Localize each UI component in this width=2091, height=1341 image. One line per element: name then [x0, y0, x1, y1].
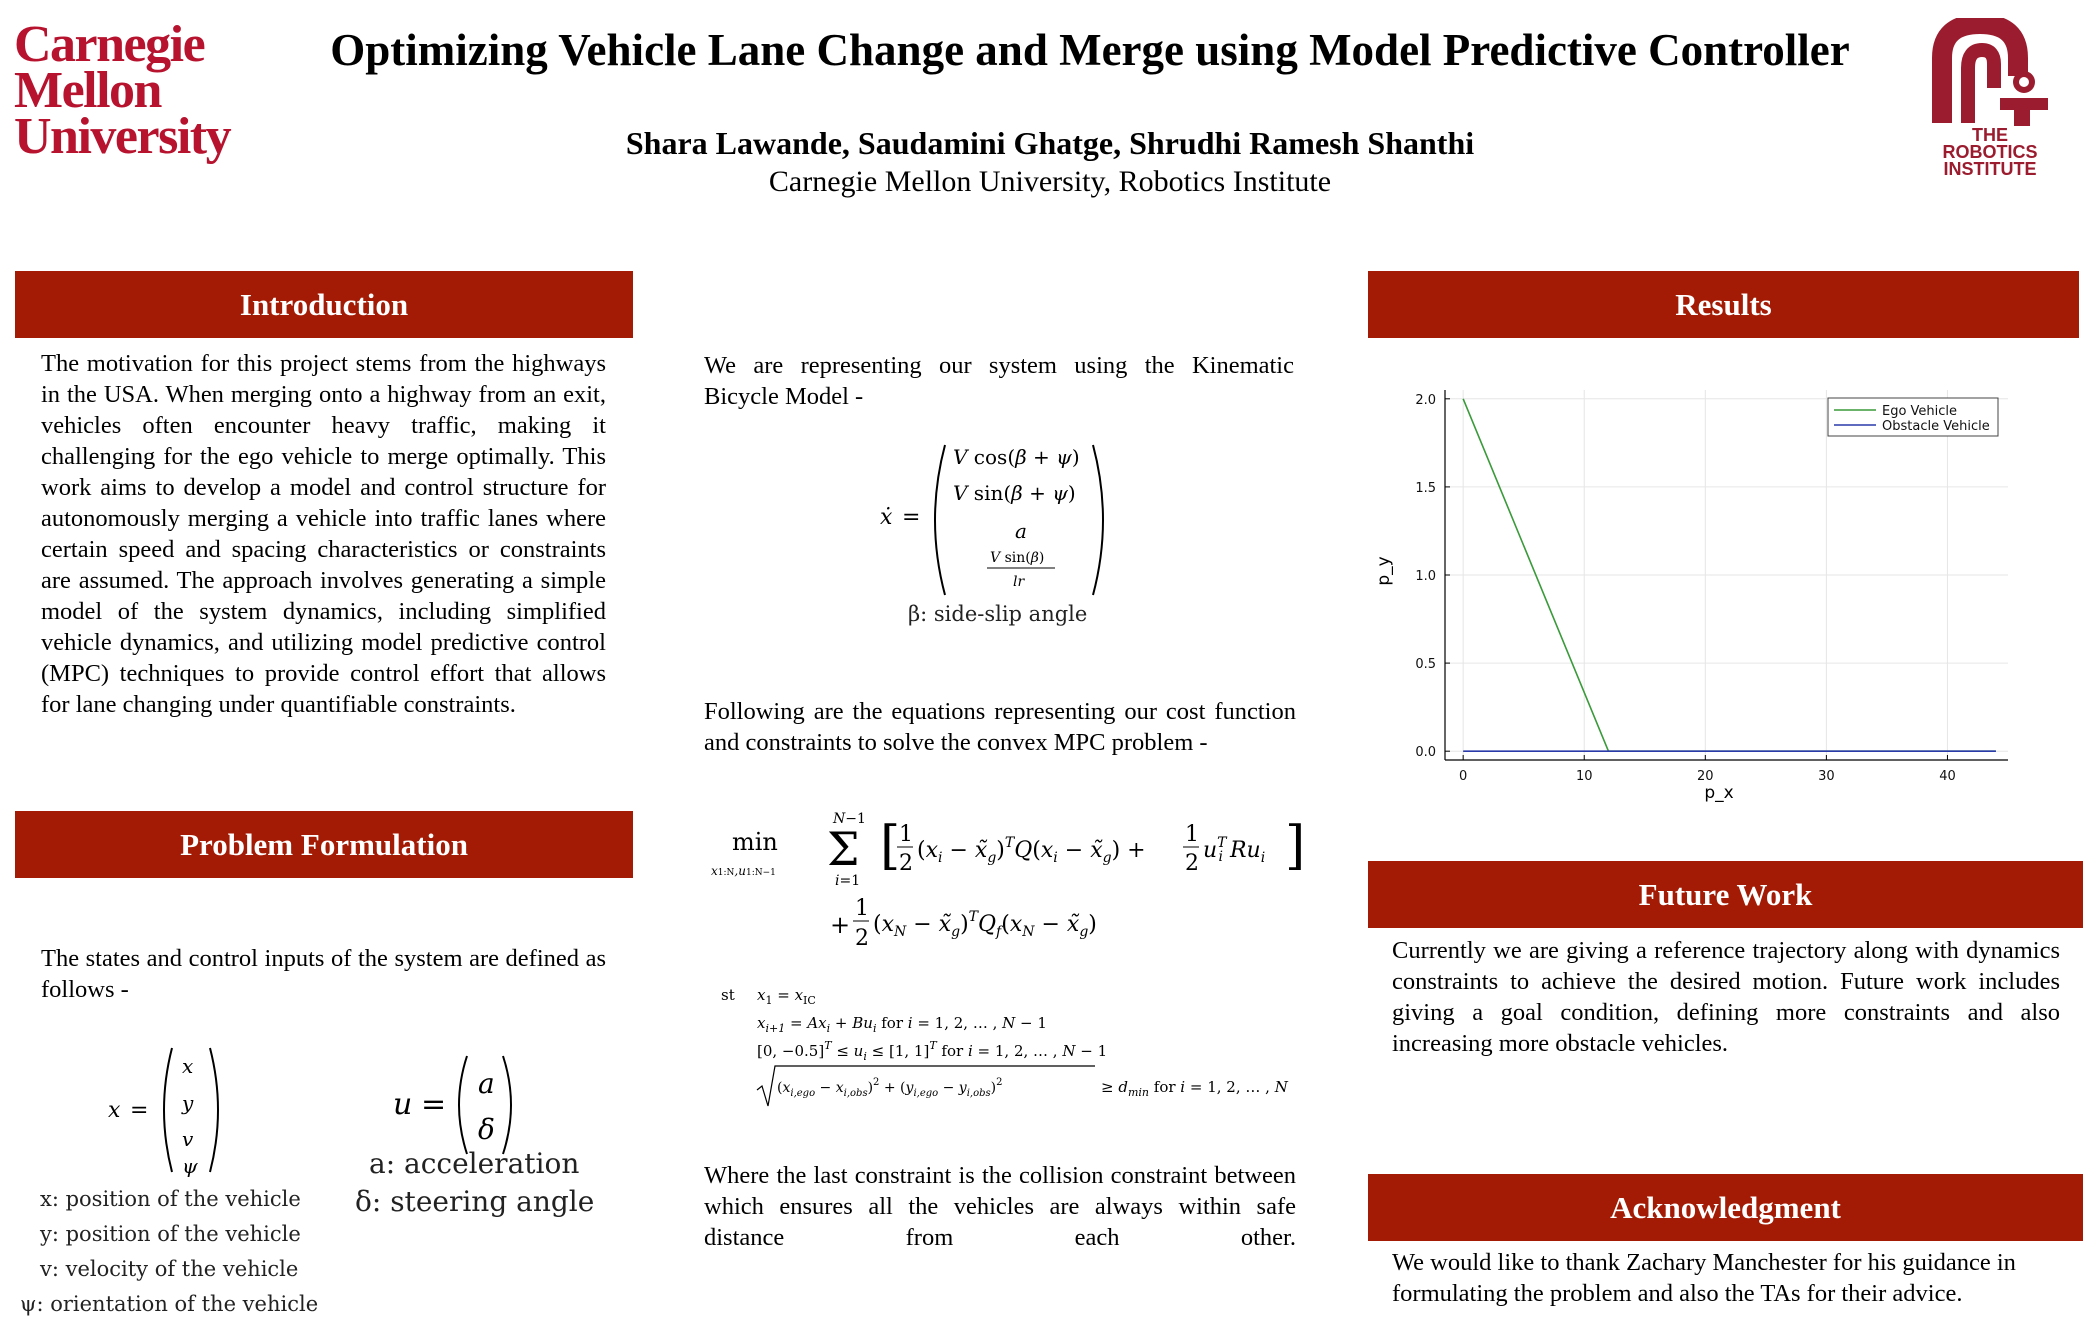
svg-text:2: 2 [1185, 851, 1199, 876]
ri-logo-line-3: INSTITUTE [1943, 159, 2037, 179]
cmu-logo: Carnegie Mellon University [14, 16, 232, 165]
svg-text:a: a [1015, 519, 1027, 543]
state-legend: x: position of the vehicle y: position o… [20, 1182, 318, 1322]
svg-text:ψ: ψ [182, 1154, 198, 1178]
svg-text:xi+1 = Axi + Bui for i =: xi+1 = Axi + Bui for i = 1, 2, … , N − 1 [757, 1014, 1047, 1035]
input-legend-a: a: acceleration [369, 1147, 580, 1180]
input-legend: a: acceleration δ: steering angle [355, 1145, 594, 1221]
chart-x-tick-label: 20 [1697, 769, 1714, 784]
introduction-heading: Introduction [15, 271, 633, 338]
cost-text: Following are the equations representing… [704, 698, 1296, 756]
chart-x-tick-label: 0 [1459, 769, 1467, 784]
svg-text:[0, −0.5]T ≤ ui ≤ [1, 1]T: [0, −0.5]T ≤ ui ≤ [1, 1]T for i = 1, 2, … [757, 1039, 1107, 1063]
problem-formulation-heading: Problem Formulation [15, 811, 633, 878]
svg-text:v: v [182, 1127, 194, 1151]
chart-y-tick-label: 0.5 [1415, 657, 1436, 672]
poster-title: Optimizing Vehicle Lane Change and Merge… [330, 25, 1850, 75]
state-legend-v: v: velocity of the vehicle [40, 1257, 299, 1281]
svg-text:u: u [393, 1087, 412, 1122]
svg-text:V sin(β + ψ): V sin(β + ψ) [953, 481, 1076, 505]
svg-text:2: 2 [855, 926, 869, 951]
chart-x-tick-label: 40 [1939, 769, 1956, 784]
kinematic-bicycle-equation: ẋ = V cos(β + ψ) V sin(β + ψ) a V sin(β)… [880, 444, 1104, 596]
chart-x-tick-label: 30 [1818, 769, 1835, 784]
svg-text:=: = [130, 1098, 148, 1123]
state-legend-psi: ψ: orientation of the vehicle [20, 1292, 319, 1316]
svg-text:2: 2 [899, 851, 913, 876]
svg-text:(xi − x̃g)TQ(xi − x̃g) +: (xi − x̃g)TQ(xi − x̃g) + [917, 835, 1146, 866]
chart-x-axis-label: p_x [1704, 783, 1733, 803]
svg-text:=: = [421, 1087, 446, 1122]
svg-text:ẋ: ẋ [880, 505, 893, 530]
chart-x-tick-label: 10 [1576, 769, 1593, 784]
svg-text:+: + [830, 911, 850, 939]
chart-legend-box [1827, 397, 1999, 437]
svg-text:(xN − x̃g)TQf(xN − x̃g): (xN − x̃g)TQf(xN − x̃g) [873, 909, 1097, 940]
svg-text:lr: lr [1013, 574, 1025, 590]
chart-y-tick-label: 0.0 [1415, 745, 1436, 760]
constraints-equation: st x1 = xIC xi+1 = Axi + Bui for i = 1, … [721, 986, 1289, 1107]
acknowledgment-body: We would like to thank Zachary Mancheste… [1392, 1249, 2016, 1307]
constraint-text: Where the last constraint is the collisi… [704, 1162, 1296, 1251]
cmu-logo-line-1: Carnegie [14, 16, 206, 73]
future-work-heading: Future Work [1368, 861, 2083, 928]
chart-y-axis-label: p_y [1374, 556, 1394, 585]
svg-text:x: x [182, 1054, 193, 1078]
svg-text:δ: δ [478, 1113, 495, 1146]
results-heading: Results [1368, 271, 2079, 338]
svg-text:a: a [478, 1067, 495, 1100]
acknowledgment-heading: Acknowledgment [1368, 1174, 2083, 1241]
input-vector-equation: u = a δ [393, 1055, 512, 1155]
svg-text:uTi Rui: uT i Rui [1203, 835, 1265, 866]
svg-text:≥ dmin for i = 1, 2, … ,: ≥ dmin for i = 1, 2, … , N [1101, 1078, 1289, 1099]
model-text: We are representing our system using the… [704, 352, 1294, 410]
svg-text:V sin(β): V sin(β) [990, 550, 1044, 566]
svg-text:1: 1 [1185, 822, 1199, 847]
state-legend-x: x: position of the vehicle [40, 1187, 301, 1211]
ri-logo-line-2: ROBOTICS [1942, 142, 2038, 162]
input-legend-delta: δ: steering angle [355, 1185, 595, 1218]
chart-legend-label: Ego Vehicle [1882, 404, 1957, 419]
svg-text:1: 1 [899, 822, 913, 847]
svg-text:]: ] [1285, 816, 1305, 876]
chart-y-tick-label: 1.0 [1415, 569, 1436, 584]
introduction-body: The motivation for this project stems fr… [41, 350, 606, 718]
cmu-logo-line-3: University [14, 108, 232, 165]
svg-text:x1 = xIC: x1 = xIC [757, 986, 816, 1007]
state-vector-equation: x = x y v ψ [108, 1047, 219, 1178]
results-line-chart: 0 10 20 30 40 0.0 0.5 1.0 1.5 2.0 Ego VehicleObst… [1374, 390, 2008, 803]
cmu-logo-line-2: Mellon [14, 62, 162, 119]
svg-text:Σ: Σ [827, 822, 860, 876]
problem-formulation-body: The states and control inputs of the sys… [41, 945, 606, 1003]
chart-y-tick-label: 2.0 [1415, 393, 1436, 408]
svg-text:(xi,ego − xi,obs)2 + (yi,ego −: (xi,ego − xi,obs)2 + (yi,ego − yi,obs)2 [777, 1077, 1003, 1099]
svg-text:=: = [902, 505, 920, 530]
svg-text:y: y [181, 1091, 194, 1115]
svg-text:i=1: i=1 [835, 873, 860, 889]
svg-text:x: x [108, 1098, 121, 1123]
chart-legend-label: Obstacle Vehicle [1882, 419, 1990, 434]
state-legend-y: y: position of the vehicle [40, 1222, 301, 1246]
future-work-body: Currently we are giving a reference traj… [1392, 937, 2060, 1057]
svg-text:[: [ [880, 816, 900, 876]
svg-text:st: st [721, 986, 735, 1004]
cost-function-equation: min x1:N,u1:N−1 N−1 Σ i=1 [ 1 2 (xi − x̃g… [711, 811, 1305, 951]
affiliation: Carnegie Mellon University, Robotics Ins… [768, 165, 1332, 198]
ri-logo-line-1: THE [1972, 125, 2008, 145]
authors: Shara Lawande, Saudamini Ghatge, Shrudhi… [625, 125, 1475, 161]
chart-y-tick-label: 1.5 [1415, 481, 1436, 496]
robotics-institute-emblem-icon [1932, 13, 2048, 126]
svg-text:min: min [732, 828, 778, 856]
sideslip-label: β: side-slip angle [908, 602, 1088, 626]
robotics-institute-logo: THE ROBOTICS INSTITUTE [1930, 13, 2050, 178]
svg-text:N−1: N−1 [832, 811, 866, 827]
svg-text:x1:N,u1:N−1: x1:N,u1:N−1 [711, 864, 776, 878]
svg-text:1: 1 [855, 896, 869, 921]
svg-text:V cos(β + ψ): V cos(β + ψ) [953, 445, 1080, 469]
